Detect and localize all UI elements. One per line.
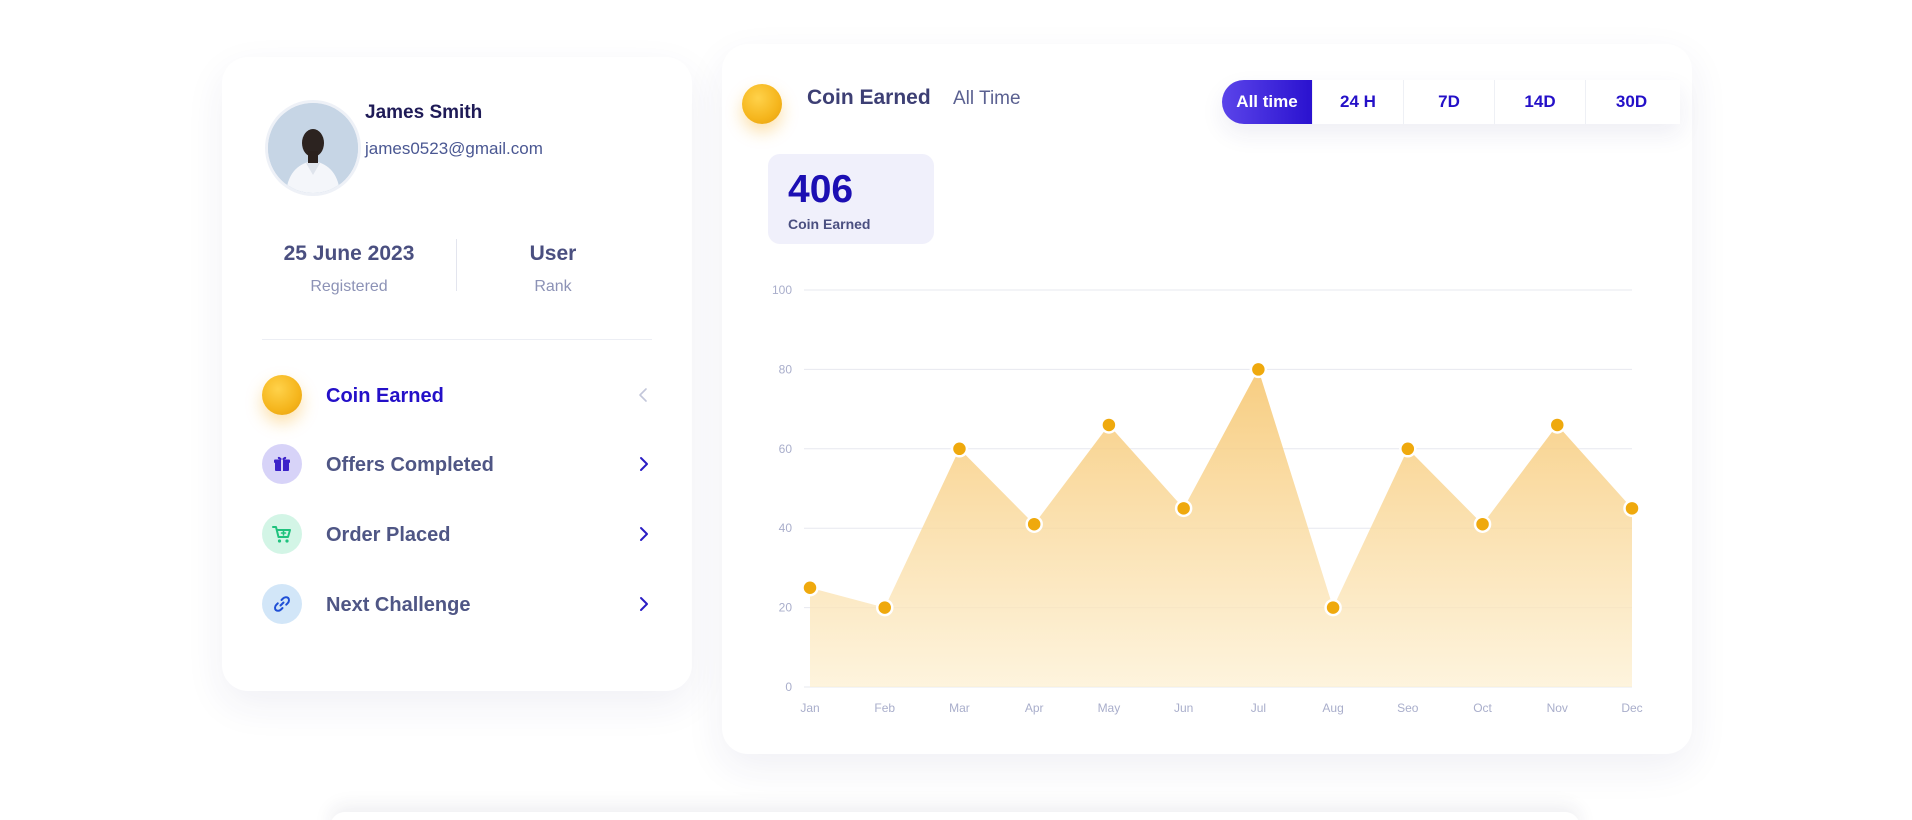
link-icon — [262, 584, 302, 624]
profile-email: james0523@gmail.com — [365, 139, 543, 158]
menu-item-order-placed[interactable]: Order Placed — [262, 514, 654, 556]
data-point-jul[interactable] — [1249, 360, 1268, 379]
x-tick-label: Dec — [1621, 701, 1642, 715]
chevron-right-icon — [640, 527, 648, 541]
data-point-jun[interactable] — [1174, 499, 1193, 518]
coin-icon — [262, 375, 302, 415]
time-filter-tabs: All time 24 H 7D 14D 30D — [1222, 80, 1680, 124]
menu-item-next-challenge[interactable]: Next Challenge — [262, 584, 654, 626]
coin-total-card: 406 Coin Earned — [768, 154, 934, 244]
x-tick-label: Feb — [874, 701, 895, 715]
x-tick-label: Jul — [1251, 701, 1266, 715]
rank-stat: User Rank — [458, 242, 648, 296]
x-tick-label: Nov — [1547, 701, 1568, 715]
rank-value: User — [529, 242, 577, 265]
x-tick-label: Jan — [800, 701, 819, 715]
coin-earned-chart: 0 20 40 60 80 100 Jan Feb Mar Apr May Jun Jul Aug Seo O… — [772, 283, 1643, 715]
chevron-right-icon — [640, 457, 648, 471]
x-tick-label: Mar — [949, 701, 970, 715]
data-point-aug[interactable] — [1324, 598, 1342, 617]
menu-item-label: Coin Earned — [326, 385, 444, 407]
menu-item-offers-completed[interactable]: Offers Completed — [262, 444, 654, 486]
x-tick-label: Apr — [1025, 701, 1044, 715]
gift-icon — [262, 444, 302, 484]
chart-title: Coin Earned — [807, 86, 931, 109]
y-tick-label: 80 — [779, 362, 793, 376]
chart-range-label: All Time — [953, 88, 1021, 109]
data-point-nov[interactable] — [1548, 416, 1567, 434]
coin-total-label: Coin Earned — [788, 216, 871, 232]
registered-stat: 25 June 2023 Registered — [254, 242, 444, 296]
y-tick-label: 40 — [779, 521, 793, 535]
x-tick-label: Jun — [1174, 701, 1193, 715]
filter-7d[interactable]: 7D — [1404, 80, 1495, 124]
data-point-jan[interactable] — [801, 579, 819, 597]
profile-name: James Smith — [365, 102, 483, 123]
data-point-feb[interactable] — [875, 598, 894, 617]
registered-label: Registered — [310, 278, 388, 295]
x-tick-label: Aug — [1322, 701, 1343, 715]
data-point-apr[interactable] — [1025, 515, 1043, 533]
filter-14d[interactable]: 14D — [1495, 80, 1586, 124]
rank-label: Rank — [534, 278, 572, 295]
x-tick-label: May — [1098, 701, 1121, 715]
divider — [262, 339, 652, 340]
data-point-seo[interactable] — [1399, 440, 1417, 458]
y-tick-label: 20 — [779, 601, 793, 615]
y-tick-label: 60 — [779, 442, 793, 456]
filter-30d[interactable]: 30D — [1615, 92, 1648, 111]
avatar-image — [268, 103, 358, 193]
stat-divider — [456, 239, 457, 291]
menu-item-label: Next Challenge — [326, 594, 471, 616]
data-point-oct[interactable] — [1473, 515, 1492, 533]
menu-item-label: Offers Completed — [326, 454, 494, 476]
x-tick-label: Oct — [1473, 701, 1492, 715]
coin-area-series — [810, 369, 1632, 687]
profile-card: James Smith james0523@gmail.com 25 June … — [222, 57, 692, 691]
data-point-mar[interactable] — [950, 440, 969, 458]
chevron-right-icon — [640, 597, 648, 611]
filter-24h[interactable]: 24 H — [1313, 80, 1404, 124]
avatar[interactable] — [268, 103, 358, 193]
data-point-dec[interactable] — [1623, 499, 1641, 518]
x-tick-label: Seo — [1397, 701, 1419, 715]
menu-item-label: Order Placed — [326, 524, 451, 546]
filter-all-time[interactable]: All time — [1222, 80, 1313, 124]
bottom-card-edge — [330, 812, 1580, 820]
y-tick-label: 100 — [772, 283, 792, 297]
y-tick-label: 0 — [785, 680, 792, 694]
coin-icon — [742, 84, 782, 124]
registered-date: 25 June 2023 — [283, 242, 415, 265]
chevron-left-icon — [639, 388, 647, 402]
menu-item-coin-earned[interactable]: Coin Earned — [262, 375, 654, 417]
data-point-may[interactable] — [1100, 416, 1118, 434]
coin-total-value: 406 — [788, 168, 854, 211]
chart-card: 0 20 40 60 80 100 Jan Feb Mar Apr May Jun Jul Aug Seo O… — [722, 44, 1692, 754]
cart-icon — [262, 514, 302, 554]
